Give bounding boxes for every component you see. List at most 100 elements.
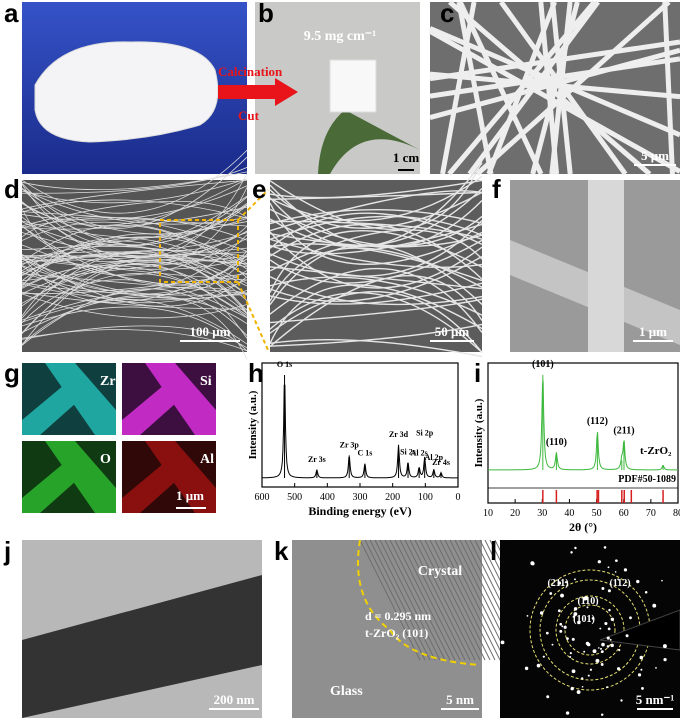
spot	[559, 622, 563, 626]
peak-label: Si 2p	[416, 428, 434, 437]
fiber	[269, 215, 483, 241]
element-label: O	[100, 452, 111, 467]
fringe	[439, 539, 501, 661]
spot	[637, 673, 642, 677]
panel-label: k	[274, 536, 289, 566]
fiber	[21, 240, 248, 296]
spot	[614, 559, 618, 563]
fibers	[428, 0, 680, 176]
spot	[599, 647, 602, 650]
panel-label: a	[4, 0, 19, 28]
fringe	[399, 539, 461, 661]
x-tick-label: 80	[673, 508, 680, 519]
fiber	[21, 291, 248, 310]
annotation: Cut	[238, 108, 260, 123]
spot	[623, 568, 628, 572]
x-axis-label: 2θ (°)	[569, 520, 597, 534]
fringe	[444, 539, 506, 661]
fiber	[269, 184, 483, 249]
spot	[574, 546, 577, 550]
fiber	[21, 178, 248, 204]
plane-label: t-ZrO₂ (101)	[365, 626, 428, 640]
x-tick-label: 70	[646, 508, 656, 519]
spot	[563, 625, 567, 629]
fiber	[269, 275, 483, 306]
spot	[557, 609, 561, 613]
x-tick-label: 400	[320, 492, 335, 503]
fiber	[269, 220, 483, 240]
fiber	[21, 293, 248, 319]
fiber	[21, 233, 248, 286]
fiber	[269, 188, 483, 247]
spot	[617, 667, 621, 671]
y-axis-label: Intensity (a.u.)	[473, 398, 485, 467]
spot	[582, 596, 587, 601]
phase-label: Glass	[330, 684, 363, 699]
fiber	[21, 217, 248, 241]
spot	[601, 642, 605, 647]
fiber	[21, 216, 248, 252]
peak-label: Zr 4s	[432, 458, 450, 467]
fiber	[21, 247, 248, 261]
scale-bar-label: 5 nm	[446, 692, 474, 707]
x-tick-label: 500	[287, 492, 302, 503]
x-tick-label: 100	[418, 492, 433, 503]
fringe	[379, 539, 441, 661]
spot	[539, 611, 544, 615]
x-tick-label: 0	[456, 492, 461, 503]
spot	[559, 629, 563, 633]
spot	[595, 658, 600, 663]
peak-label: Al 2s	[411, 449, 428, 458]
ring-label: (112)	[609, 578, 630, 589]
spot	[542, 655, 545, 658]
x-tick-label: 20	[510, 508, 520, 519]
fiber	[269, 291, 483, 353]
spot	[573, 607, 578, 611]
spot	[640, 668, 643, 671]
fiber	[21, 266, 248, 304]
element-label: Si	[200, 374, 212, 389]
fiber	[21, 273, 248, 294]
spot	[639, 655, 644, 660]
spot	[566, 637, 569, 640]
fiber	[21, 258, 248, 335]
spot	[574, 578, 576, 581]
fiber	[21, 282, 248, 296]
fiber	[269, 298, 483, 324]
spot	[608, 608, 611, 612]
fiber	[21, 244, 248, 286]
spot	[652, 603, 657, 608]
fiber	[269, 338, 483, 358]
fringe	[374, 539, 436, 661]
spot	[614, 571, 617, 573]
spot	[581, 685, 584, 688]
fiber	[21, 299, 248, 345]
diffraction-spots	[500, 546, 667, 716]
panel-label: j	[3, 536, 11, 566]
x-tick-label: 40	[564, 508, 574, 519]
fiber	[21, 273, 248, 334]
spot	[606, 645, 610, 648]
fiber	[588, 180, 624, 352]
fiber	[429, 26, 680, 138]
spot	[545, 631, 549, 635]
spot	[601, 586, 605, 590]
peak-label: Zr 3d	[389, 430, 409, 439]
fringe	[409, 539, 471, 661]
map-signal	[22, 441, 116, 513]
phase-label: Crystal	[418, 564, 462, 579]
fringe	[359, 539, 421, 661]
spot	[546, 695, 550, 699]
fiber	[269, 223, 483, 255]
fiber	[269, 255, 483, 302]
scale-bar-label: 50 μm	[435, 324, 470, 339]
spot	[591, 617, 595, 620]
spot	[617, 578, 619, 581]
spot	[609, 638, 612, 641]
fiber	[269, 191, 483, 201]
peak-label: Si 2s	[400, 448, 416, 457]
spot	[586, 606, 589, 609]
spot	[610, 643, 614, 648]
fiber	[21, 265, 248, 316]
scale-bar-label: 1 μm	[639, 324, 667, 339]
